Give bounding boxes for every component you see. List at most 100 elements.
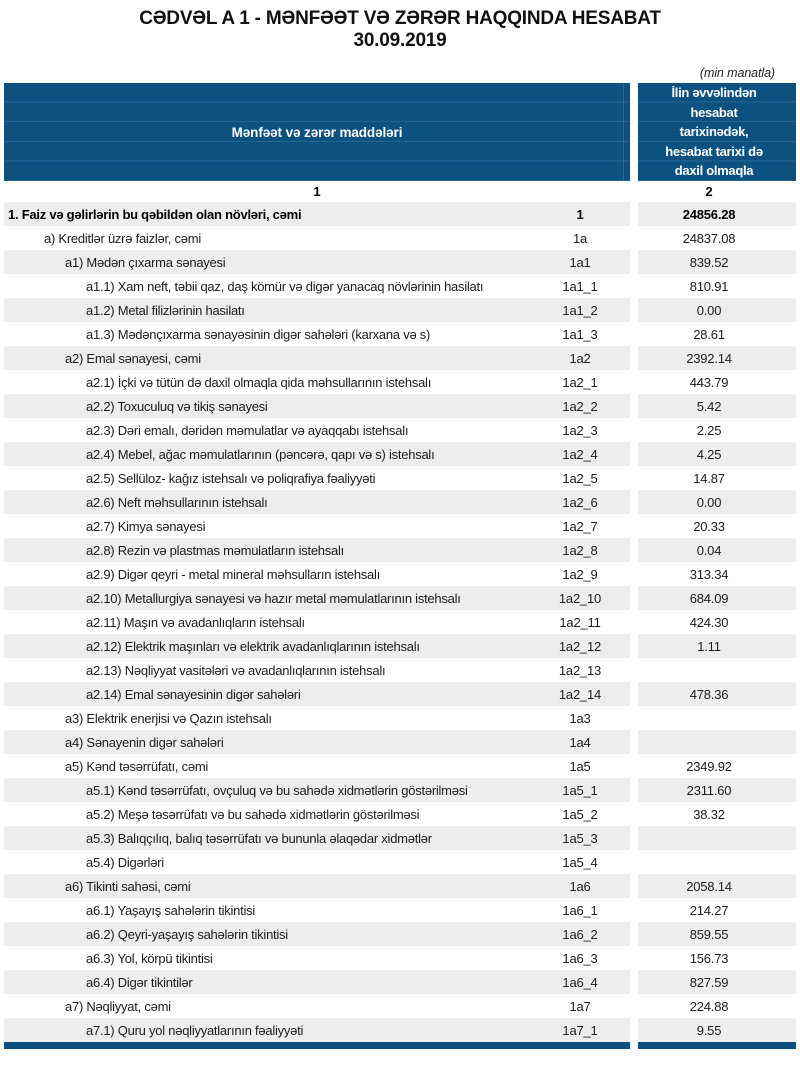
next-section-cutoff-bar	[4, 1042, 796, 1049]
row-item-label: a) Kreditlər üzrə faizlər, cəmi	[44, 230, 201, 246]
row-code: 1a2_13	[558, 662, 602, 678]
row-value: 684.09	[689, 590, 729, 606]
row-item-label: a5.2) Meşə təsərrüfatı və bu sahədə xidm…	[86, 806, 420, 822]
row-code: 1a2_1	[562, 374, 598, 390]
table-row: a2.7) Kimya sənayesi 1a2_7 20.33	[4, 514, 796, 538]
row-item-label: a6) Tikinti sahəsi, cəmi	[65, 878, 191, 894]
table-row: a2.9) Digər qeyri - metal mineral məhsul…	[4, 562, 796, 586]
table-row: a3) Elektrik enerjisi və Qazın istehsalı…	[4, 706, 796, 730]
row-item-label: a5.4) Digərləri	[86, 854, 164, 870]
row-value: 14.87	[693, 470, 725, 486]
row-value: 810.91	[689, 278, 729, 294]
row-value: 859.55	[689, 926, 729, 942]
report-table: Mənfəət və zərər maddələri İlin əvvəlind…	[0, 83, 800, 1049]
table-row: a2.2) Toxuculuq və tikiş sənayesi 1a2_2 …	[4, 394, 796, 418]
row-value: 0.00	[696, 494, 722, 510]
table-row: a2.10) Metallurgiya sənayesi və hazır me…	[4, 586, 796, 610]
table-row: a5.1) Kənd təsərrüfatı, ovçuluq və bu sa…	[4, 778, 796, 802]
row-code: 1a6_3	[562, 950, 598, 966]
row-code: 1a6_2	[562, 926, 598, 942]
table-row: a5.4) Digərləri 1a5_4	[4, 850, 796, 874]
table-row: a1.2) Metal filizlərinin hasilatı 1a1_2 …	[4, 298, 796, 322]
row-item-label: a2.14) Emal sənayesinin digər sahələri	[86, 686, 301, 702]
row-code: 1a2_3	[562, 422, 598, 438]
row-item-label: a2.9) Digər qeyri - metal mineral məhsul…	[86, 566, 381, 582]
column-number-value: 2	[705, 184, 713, 199]
row-value: 24856.28	[682, 206, 736, 222]
units-note: (min manatla)	[699, 66, 775, 80]
row-value: 478.36	[689, 686, 729, 702]
table-row: a) Kreditlər üzrə faizlər, cəmi 1a 24837…	[4, 226, 796, 250]
row-item-label: a2.11) Maşın və avadanlıqların istehsalı	[86, 614, 305, 630]
row-item-label: a2.3) Dəri emalı, dəridən məmulatlar və …	[86, 422, 409, 438]
row-item-label: a2.6) Neft məhsullarının istehsalı	[86, 494, 268, 510]
table-row: a6) Tikinti sahəsi, cəmi 1a6 2058.14	[4, 874, 796, 898]
table-row: a1) Mədən çıxarma sənayesi 1a1 839.52	[4, 250, 796, 274]
row-item-label: a3) Elektrik enerjisi və Qazın istehsalı	[65, 710, 272, 726]
row-code: 1a2	[569, 350, 591, 366]
table-row: a5.2) Meşə təsərrüfatı və bu sahədə xidm…	[4, 802, 796, 826]
row-item-label: a1) Mədən çıxarma sənayesi	[65, 254, 226, 270]
row-item-label: a2.4) Mebel, ağac məmulatlarının (pəncər…	[86, 446, 435, 462]
column-number-row: 1 2	[4, 181, 796, 202]
table-row: a6.1) Yaşayış sahələrin tikintisi 1a6_1 …	[4, 898, 796, 922]
table-row: a7.1) Quru yol nəqliyyatlarının fəaliyyə…	[4, 1018, 796, 1042]
report-title: CƏDVƏL A 1 - MƏNFƏƏT VƏ ZƏRƏR HAQQINDA H…	[139, 8, 661, 29]
row-value: 424.30	[689, 614, 729, 630]
row-value: 24837.08	[682, 230, 736, 246]
row-value: 313.34	[689, 566, 729, 582]
table-row: a2.4) Mebel, ağac məmulatlarının (pəncər…	[4, 442, 796, 466]
row-value: 5.42	[696, 398, 722, 414]
row-code: 1a3	[569, 710, 591, 726]
row-code: 1a2_7	[562, 518, 598, 534]
row-item-label: a2) Emal sənayesi, cəmi	[65, 350, 201, 366]
row-code: 1a5_1	[562, 782, 598, 798]
table-row: a1.3) Mədənçıxarma sənayəsinin digər sah…	[4, 322, 796, 346]
row-code: 1	[576, 206, 584, 222]
row-item-label: 1. Faiz və gəlirlərin bu qəbildən olan n…	[8, 206, 302, 222]
row-value: 839.52	[689, 254, 729, 270]
row-value: 20.33	[693, 518, 725, 534]
row-code: 1a7	[569, 998, 591, 1014]
table-row: a6.3) Yol, körpü tikintisi 1a6_3 156.73	[4, 946, 796, 970]
row-code: 1a2_5	[562, 470, 598, 486]
row-value: 2392.14	[686, 350, 732, 366]
table-row: a2.5) Sellüloz- kağız istehsalı və poliq…	[4, 466, 796, 490]
row-item-label: a7.1) Quru yol nəqliyyatlarının fəaliyyə…	[86, 1022, 304, 1038]
value-header-line: tarixinədək,	[679, 124, 749, 140]
table-row: a5) Kənd təsərrüfatı, cəmi 1a5 2349.92	[4, 754, 796, 778]
row-value: 827.59	[689, 974, 729, 990]
row-value: 443.79	[689, 374, 729, 390]
table-row: a2.6) Neft məhsullarının istehsalı 1a2_6…	[4, 490, 796, 514]
row-value: 0.00	[696, 302, 722, 318]
row-item-label: a5.3) Balıqçılıq, balıq təsərrüfatı və b…	[86, 830, 432, 846]
row-value: 224.88	[689, 998, 729, 1014]
table-row: a4) Sənayenin digər sahələri 1a4	[4, 730, 796, 754]
row-code: 1a6	[569, 878, 591, 894]
table-row: a2) Emal sənayesi, cəmi 1a2 2392.14	[4, 346, 796, 370]
row-code: 1a4	[569, 734, 591, 750]
items-header-cell: Mənfəət və zərər maddələri	[4, 83, 630, 181]
table-row: a2.14) Emal sənayesinin digər sahələri 1…	[4, 682, 796, 706]
row-item-label: a2.12) Elektrik maşınları və elektrik av…	[86, 638, 420, 654]
row-code: 1a2_14	[558, 686, 602, 702]
row-item-label: a5.1) Kənd təsərrüfatı, ovçuluq və bu sa…	[86, 782, 468, 798]
value-header-line: İlin əvvəlindən	[671, 85, 757, 100]
row-item-label: a6.3) Yol, körpü tikintisi	[86, 950, 213, 966]
table-body: 1. Faiz və gəlirlərin bu qəbildən olan n…	[4, 202, 796, 1042]
report-date: 30.09.2019	[353, 30, 447, 51]
row-item-label: a1.1) Xam neft, təbii qaz, daş kömür və …	[86, 278, 484, 294]
row-code: 1a2_8	[562, 542, 598, 558]
row-value: 2311.60	[686, 782, 732, 798]
row-item-label: a2.7) Kimya sənayesi	[86, 518, 206, 534]
column-number-items-cell: 1	[4, 184, 630, 199]
row-item-label: a1.3) Mədənçıxarma sənayəsinin digər sah…	[86, 326, 431, 342]
row-code: 1a5_4	[562, 854, 598, 870]
column-number-value-cell: 2	[638, 184, 796, 199]
row-item-label: a2.1) İçki və tütün də daxil olmaqla qid…	[86, 374, 432, 390]
table-row: a2.3) Dəri emalı, dəridən məmulatlar və …	[4, 418, 796, 442]
row-code: 1a2_12	[558, 638, 602, 654]
report-title-block: CƏDVƏL A 1 - MƏNFƏƏT VƏ ZƏRƏR HAQQINDA H…	[0, 0, 800, 52]
table-header-row: Mənfəət və zərər maddələri İlin əvvəlind…	[4, 83, 796, 181]
